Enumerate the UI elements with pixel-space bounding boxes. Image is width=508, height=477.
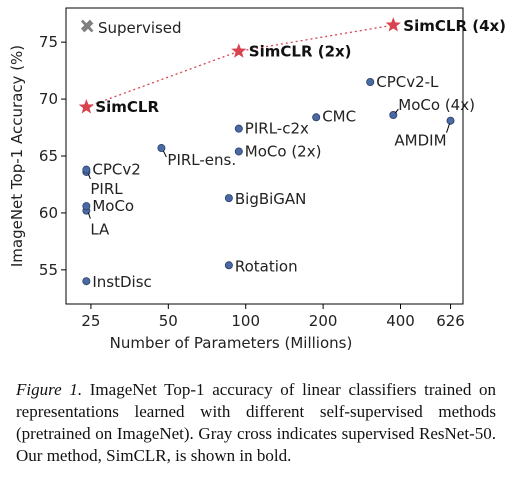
label-moco: MoCo bbox=[92, 197, 134, 215]
label-rotation: Rotation bbox=[235, 257, 298, 275]
simclr-dotted-line bbox=[86, 24, 394, 108]
label-simclr-2x: SimCLR (2x) bbox=[249, 42, 352, 60]
simclr-trend-line bbox=[86, 24, 394, 108]
leader-pirl bbox=[87, 173, 91, 180]
x-tick-label-25: 25 bbox=[81, 312, 100, 330]
leader-amdim bbox=[446, 123, 450, 133]
leader-moco-4x bbox=[394, 108, 399, 114]
y-tick-label-60: 60 bbox=[39, 204, 58, 222]
x-tick-label-100: 100 bbox=[231, 312, 260, 330]
y-tick-label-75: 75 bbox=[39, 33, 58, 51]
legend-cross-shape bbox=[82, 21, 94, 33]
label-bigbigan: BigBiGAN bbox=[235, 190, 307, 208]
accuracy-vs-parameters-chart: 55 60 65 70 75 25 50 100 200 400 626 InstDisc Rota… bbox=[8, 7, 506, 352]
point-cmc bbox=[312, 113, 321, 122]
point-pirl-ens bbox=[157, 144, 166, 153]
y-tick-label-55: 55 bbox=[39, 261, 58, 279]
point-simclr-star bbox=[78, 99, 94, 114]
x-axis-ticks: 25 50 100 200 400 626 bbox=[81, 304, 465, 330]
x-tick-label-626: 626 bbox=[436, 312, 465, 330]
point-pirl-c2x bbox=[234, 124, 243, 133]
x-axis-title: Number of Parameters (Millions) bbox=[110, 334, 353, 352]
label-la: LA bbox=[90, 221, 110, 239]
label-pirl-c2x: PIRL-c2x bbox=[245, 120, 309, 138]
label-cpcv2: CPCv2 bbox=[92, 161, 140, 179]
legend-supervised-cross-icon bbox=[82, 21, 94, 33]
y-axis-ticks: 55 60 65 70 75 bbox=[39, 33, 66, 279]
label-moco-4x: MoCo (4x) bbox=[398, 96, 475, 114]
label-simclr-4x: SimCLR (4x) bbox=[403, 17, 506, 35]
point-cpcv2-l bbox=[366, 78, 375, 87]
point-moco-2x bbox=[234, 147, 243, 156]
figure-caption: Figure 1. ImageNet Top-1 accuracy of lin… bbox=[16, 379, 496, 467]
x-tick-label-400: 400 bbox=[386, 312, 415, 330]
point-moco-4x bbox=[389, 111, 398, 120]
leader-pirl-ens bbox=[162, 150, 167, 158]
x-tick-label-50: 50 bbox=[159, 312, 178, 330]
legend: Supervised bbox=[82, 19, 182, 37]
point-moco bbox=[82, 202, 91, 211]
y-axis-title: ImageNet Top-1 Accuracy (%) bbox=[8, 45, 26, 267]
point-cpcv2 bbox=[82, 165, 91, 174]
point-amdim bbox=[446, 116, 455, 125]
label-cpcv2-l: CPCv2-L bbox=[376, 73, 439, 91]
point-simclr-2x-star bbox=[231, 43, 247, 58]
leader-la bbox=[87, 212, 91, 219]
point-rotation bbox=[224, 261, 233, 270]
figure-label: Figure 1. bbox=[16, 380, 83, 399]
caption-text: ImageNet Top-1 accuracy of linear classi… bbox=[16, 380, 497, 465]
point-bigbigan bbox=[224, 194, 233, 203]
legend-supervised-label: Supervised bbox=[98, 19, 182, 37]
y-tick-label-70: 70 bbox=[39, 90, 58, 108]
label-amdim: AMDIM bbox=[394, 132, 446, 150]
x-tick-label-200: 200 bbox=[309, 312, 338, 330]
data-points bbox=[78, 17, 455, 286]
point-simclr-4x-star bbox=[385, 17, 401, 32]
y-tick-label-65: 65 bbox=[39, 147, 58, 165]
point-instdisc bbox=[82, 277, 91, 286]
label-pirl-ens: PIRL-ens. bbox=[167, 151, 236, 169]
label-moco-2x: MoCo (2x) bbox=[245, 142, 322, 160]
label-simclr: SimCLR bbox=[95, 98, 159, 116]
label-instdisc: InstDisc bbox=[92, 273, 151, 291]
label-pirl: PIRL bbox=[90, 180, 123, 198]
label-cmc: CMC bbox=[322, 107, 356, 125]
